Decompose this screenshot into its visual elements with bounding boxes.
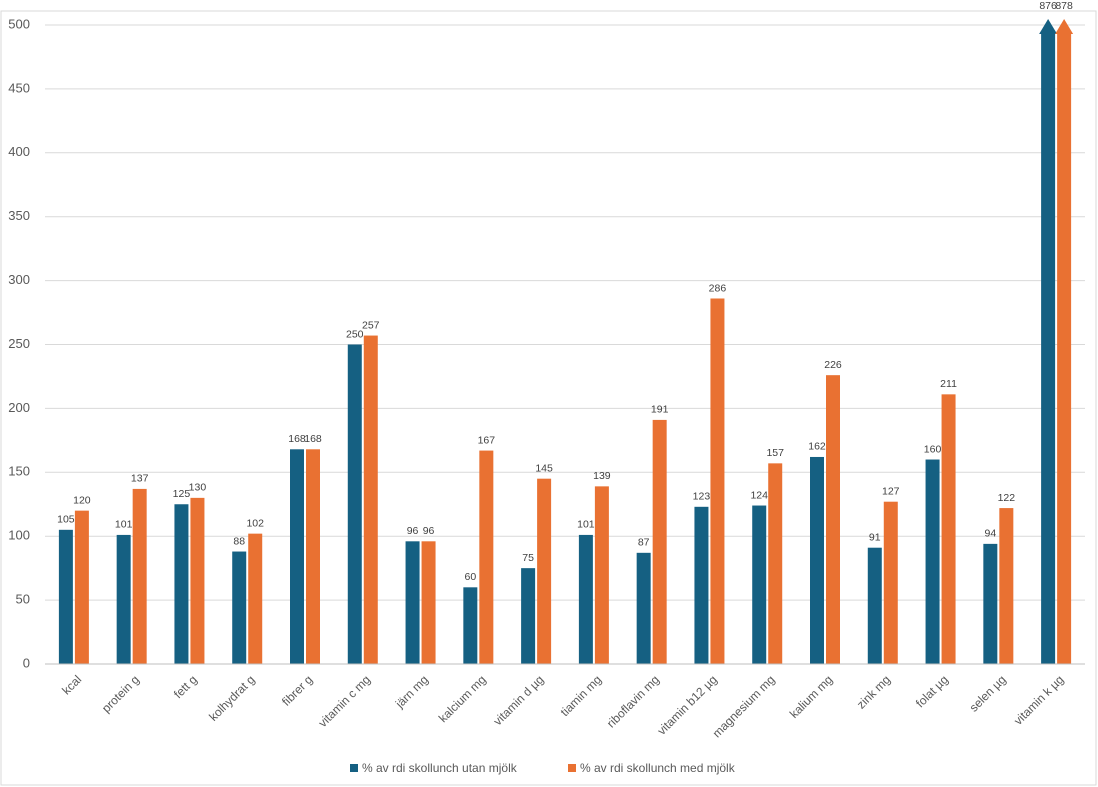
legend-label: % av rdi skollunch med mjölk [580, 761, 736, 775]
bar [347, 344, 362, 664]
bar [363, 335, 378, 664]
bar [826, 375, 840, 664]
legend-label: % av rdi skollunch utan mjölk [362, 761, 518, 775]
bar [636, 552, 651, 664]
bar [594, 486, 609, 664]
bar [925, 459, 940, 664]
y-tick-label: 150 [8, 464, 30, 479]
data-label: 139 [593, 470, 611, 482]
data-label: 167 [478, 434, 496, 446]
y-tick-label: 400 [8, 144, 30, 159]
bar [232, 551, 247, 664]
data-label: 94 [984, 528, 996, 540]
data-label: 88 [233, 535, 245, 547]
overflow-arrow [1039, 19, 1058, 34]
overflow-arrow [1055, 19, 1074, 34]
data-label: 124 [750, 489, 768, 501]
data-label: 876 [1039, 0, 1057, 12]
bar [248, 533, 263, 664]
bar [479, 450, 494, 664]
bar [983, 543, 998, 664]
data-label: 191 [651, 404, 669, 416]
data-label: 286 [709, 282, 727, 294]
data-label: 168 [288, 433, 306, 445]
data-label: 226 [824, 359, 842, 371]
bar [58, 529, 73, 664]
data-label: 96 [407, 525, 419, 537]
bar [405, 541, 420, 664]
data-label: 102 [246, 517, 264, 529]
data-label: 250 [346, 328, 364, 340]
bar [710, 298, 725, 664]
bar [999, 508, 1014, 664]
bar [578, 534, 593, 664]
bar [694, 506, 709, 664]
data-label: 160 [924, 443, 942, 455]
data-label: 105 [57, 514, 75, 526]
bar [867, 547, 882, 664]
data-label: 96 [423, 525, 435, 537]
data-label: 127 [882, 485, 900, 497]
data-label: 168 [304, 433, 322, 445]
data-label: 101 [115, 519, 133, 531]
bar [132, 488, 147, 664]
bar [1041, 33, 1056, 664]
bar [652, 419, 667, 664]
data-label: 123 [693, 491, 711, 503]
bar [752, 505, 767, 664]
bar [116, 534, 131, 664]
bar [1057, 33, 1072, 664]
bar [174, 504, 189, 664]
data-label: 125 [173, 488, 191, 500]
bar [290, 449, 304, 664]
data-label: 145 [535, 462, 553, 474]
bar [537, 478, 552, 664]
legend-swatch [350, 764, 358, 772]
data-label: 120 [73, 494, 91, 506]
bar [74, 510, 89, 664]
bar [810, 456, 824, 664]
data-label: 137 [131, 473, 149, 485]
data-label: 211 [940, 378, 957, 390]
bar [768, 463, 783, 664]
y-tick-label: 100 [8, 528, 30, 543]
data-label: 157 [766, 447, 784, 459]
data-label: 60 [464, 571, 476, 583]
data-label: 87 [638, 537, 650, 549]
data-label: 75 [522, 552, 534, 564]
data-label: 878 [1055, 0, 1073, 12]
y-tick-label: 350 [8, 208, 30, 223]
data-label: 122 [998, 492, 1016, 504]
bar [306, 449, 320, 664]
data-label: 101 [577, 519, 595, 531]
bar [521, 568, 536, 664]
bar [941, 394, 956, 664]
y-tick-label: 250 [8, 336, 30, 351]
y-tick-label: 300 [8, 272, 30, 287]
data-label: 162 [808, 441, 826, 453]
chart-border [0, 10, 1097, 786]
legend-swatch [568, 764, 576, 772]
bar [190, 497, 205, 664]
data-label: 91 [869, 531, 881, 543]
y-tick-label: 0 [23, 655, 30, 670]
bar [463, 587, 478, 664]
bar [883, 501, 898, 664]
y-tick-label: 500 [8, 16, 30, 31]
y-tick-label: 450 [8, 80, 30, 95]
y-tick-label: 50 [16, 592, 30, 607]
data-label: 257 [362, 319, 380, 331]
data-label: 130 [189, 482, 207, 494]
bar [421, 541, 436, 664]
y-tick-label: 200 [8, 400, 30, 415]
